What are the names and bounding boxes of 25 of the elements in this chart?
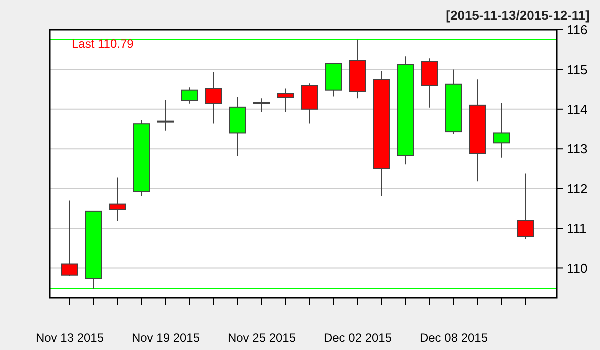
x-tick-label: Nov 13 2015 [36, 331, 104, 345]
candlestick [206, 72, 222, 124]
x-tick-label: Dec 02 2015 [324, 331, 392, 345]
y-tick-label: 111 [567, 221, 587, 236]
y-tick-label: 112 [567, 181, 588, 196]
x-tick-label: Nov 19 2015 [132, 331, 200, 345]
y-tick-label: 110 [567, 260, 588, 276]
candlestick [62, 200, 78, 277]
x-tick-label: Nov 25 2015 [228, 331, 296, 345]
chart-subtitle: [2015-11-13/2015-12-11] [446, 8, 590, 23]
annotation: Last 110.79 [72, 37, 134, 51]
y-tick-label: 114 [567, 102, 588, 117]
candlestick [422, 58, 438, 108]
candlestick [518, 173, 534, 240]
candlestick [302, 83, 318, 124]
candlestick [254, 98, 270, 113]
y-tick-label: 113 [567, 142, 588, 157]
candlestick [158, 100, 174, 132]
candlestick [278, 88, 294, 113]
candlestick [110, 177, 126, 222]
candlestick [182, 87, 198, 104]
candlestick [494, 102, 510, 158]
y-tick-label: 115 [567, 62, 588, 78]
y-tick-label: 116 [567, 22, 588, 38]
x-tick-label: Dec 08 2015 [420, 331, 488, 345]
